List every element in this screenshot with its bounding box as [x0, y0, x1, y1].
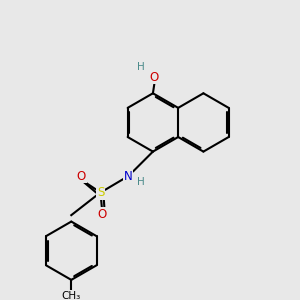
Text: CH₃: CH₃: [62, 291, 81, 300]
Text: O: O: [97, 208, 106, 221]
Text: H: H: [136, 177, 144, 187]
Text: N: N: [124, 170, 133, 183]
Text: H: H: [137, 62, 145, 72]
Text: O: O: [77, 170, 86, 183]
Text: S: S: [97, 186, 104, 199]
Text: O: O: [150, 71, 159, 84]
